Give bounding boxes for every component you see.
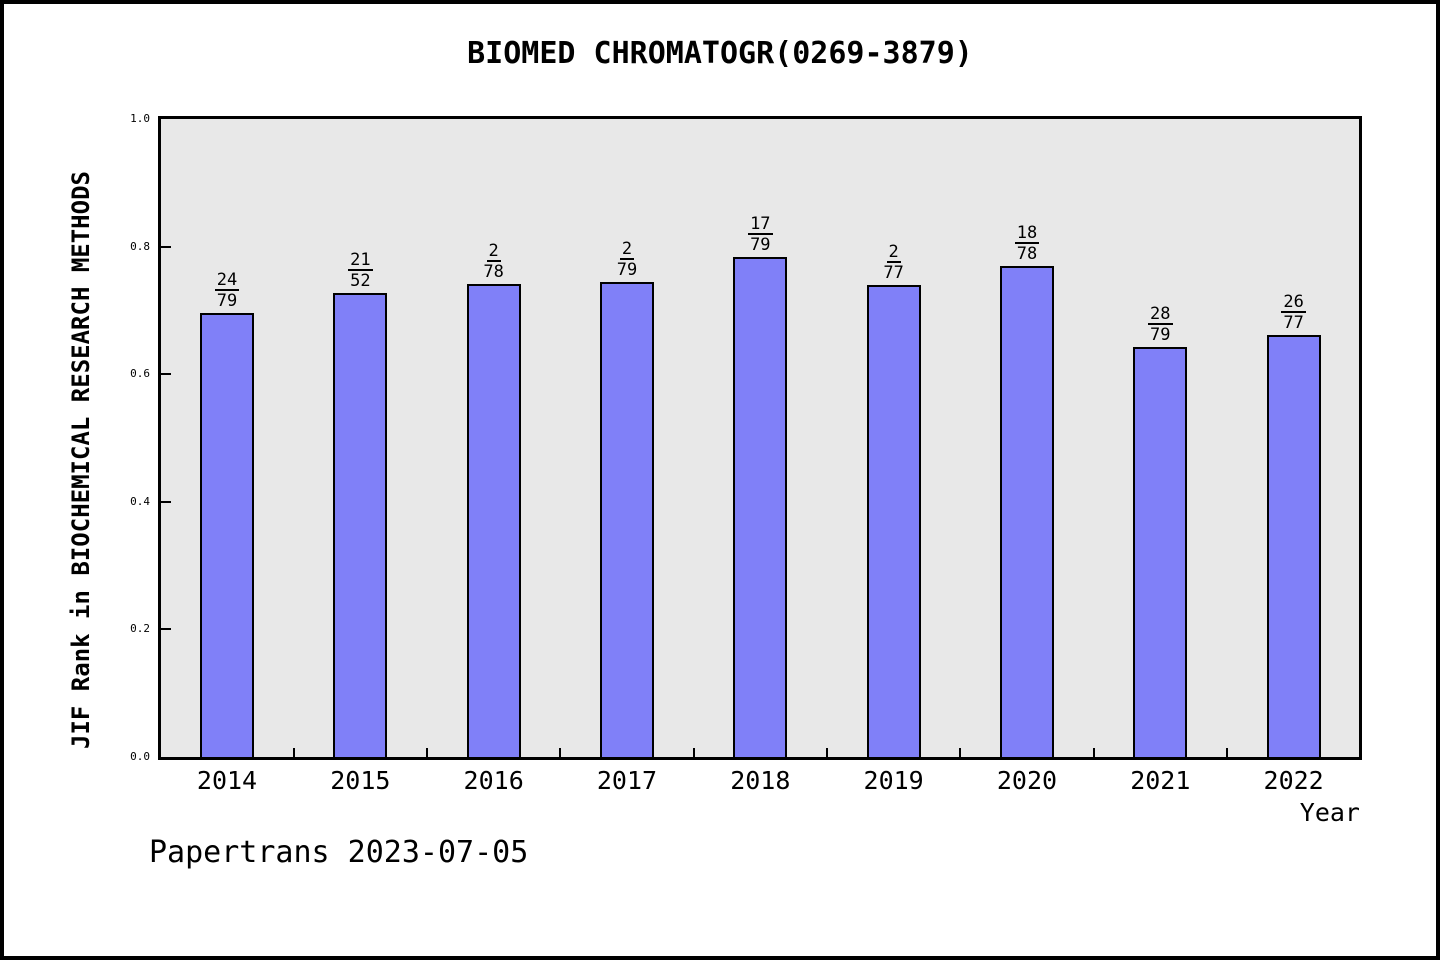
bar-label-2020: 18 78 — [977, 224, 1077, 263]
x-minor-tick-mark — [1225, 748, 1228, 757]
y-tick-mark — [161, 373, 171, 376]
y-tick-label: 0.6 — [130, 367, 150, 381]
x-tick-label-2016: 2016 — [463, 766, 524, 795]
chart-title: BIOMED CHROMATOGR(0269-3879) — [467, 36, 973, 71]
x-tick-label-2022: 2022 — [1263, 766, 1324, 795]
y-tick-mark — [161, 628, 171, 631]
bar-label-denominator: 79 — [616, 260, 638, 280]
x-minor-tick-mark — [292, 748, 295, 757]
x-minor-tick-mark — [825, 748, 828, 757]
y-axis-label: JIF Rank in BIOCHEMICAL RESEARCH METHODS — [67, 171, 95, 749]
bar-label-numerator: 2 — [886, 242, 901, 263]
plot-area: 24 79 21 52 2 78 2 79 17 79 2 77 18 78 28 79 26 77 — [158, 116, 1362, 760]
x-tick-label-2014: 2014 — [196, 766, 258, 795]
y-tick-mark — [161, 245, 171, 248]
bar-2018 — [733, 257, 788, 757]
bar-label-denominator: 79 — [1150, 325, 1171, 345]
bar-label-denominator: 52 — [350, 271, 371, 291]
bar-2015 — [333, 293, 388, 757]
x-minor-tick-mark — [692, 748, 695, 757]
x-tick-label-2021: 2021 — [1130, 766, 1191, 795]
y-tick-label: 0.8 — [130, 239, 150, 253]
x-tick-label-2017: 2017 — [596, 766, 658, 795]
y-tick-label: 1.0 — [130, 112, 150, 125]
bar-label-2015: 21 52 — [310, 251, 410, 290]
bar-label-numerator: 2 — [486, 241, 501, 262]
bar-2020 — [999, 266, 1054, 757]
bar-label-denominator: 77 — [883, 263, 904, 283]
bar-2022 — [1266, 335, 1321, 757]
bar-label-2017: 2 79 — [577, 240, 677, 279]
bar-label-numerator: 2 — [619, 239, 635, 260]
bar-2019 — [866, 285, 921, 757]
bar-label-2016: 2 78 — [444, 242, 544, 281]
x-minor-tick-mark — [959, 748, 962, 757]
bar-label-numerator: 21 — [348, 250, 373, 271]
bar-label-numerator: 26 — [1281, 292, 1306, 313]
plot-inner: 24 79 21 52 2 78 2 79 17 79 2 77 18 78 28 79 26 77 — [161, 119, 1359, 757]
x-axis-label: Year — [1299, 798, 1360, 827]
bar-2016 — [466, 284, 521, 757]
x-minor-tick-mark — [559, 748, 562, 757]
bar-label-denominator: 79 — [216, 291, 238, 311]
x-tick-label-2020: 2020 — [996, 766, 1058, 795]
y-tick-mark — [161, 500, 171, 503]
bar-label-numerator: 24 — [214, 270, 240, 291]
bar-label-2021: 28 79 — [1110, 305, 1210, 344]
bar-label-denominator: 79 — [750, 235, 771, 255]
x-minor-tick-mark — [1092, 748, 1095, 757]
x-minor-tick-mark — [425, 748, 428, 757]
y-tick-label: 0.4 — [130, 494, 150, 508]
bar-2014 — [200, 313, 254, 757]
bar-label-numerator: 17 — [748, 214, 773, 235]
bar-label-denominator: 77 — [1283, 313, 1304, 333]
bar-label-2019: 2 77 — [844, 243, 944, 282]
y-tick-label: 0.0 — [130, 750, 150, 763]
bar-label-2018: 17 79 — [710, 215, 810, 254]
bar-label-denominator: 78 — [1016, 244, 1038, 264]
bar-label-numerator: 18 — [1014, 223, 1040, 244]
x-tick-label-2019: 2019 — [863, 766, 924, 795]
bar-label-2022: 26 77 — [1244, 293, 1344, 332]
x-tick-label-2015: 2015 — [330, 766, 391, 795]
bar-2017 — [599, 282, 654, 757]
bar-2021 — [1133, 347, 1188, 757]
bar-label-numerator: 28 — [1148, 304, 1173, 325]
footer-note: Papertrans 2023-07-05 — [149, 835, 529, 870]
x-tick-label-2018: 2018 — [730, 766, 791, 795]
bar-label-denominator: 78 — [483, 262, 504, 282]
bar-label-2014: 24 79 — [177, 271, 277, 310]
y-tick-label: 0.2 — [130, 622, 150, 636]
